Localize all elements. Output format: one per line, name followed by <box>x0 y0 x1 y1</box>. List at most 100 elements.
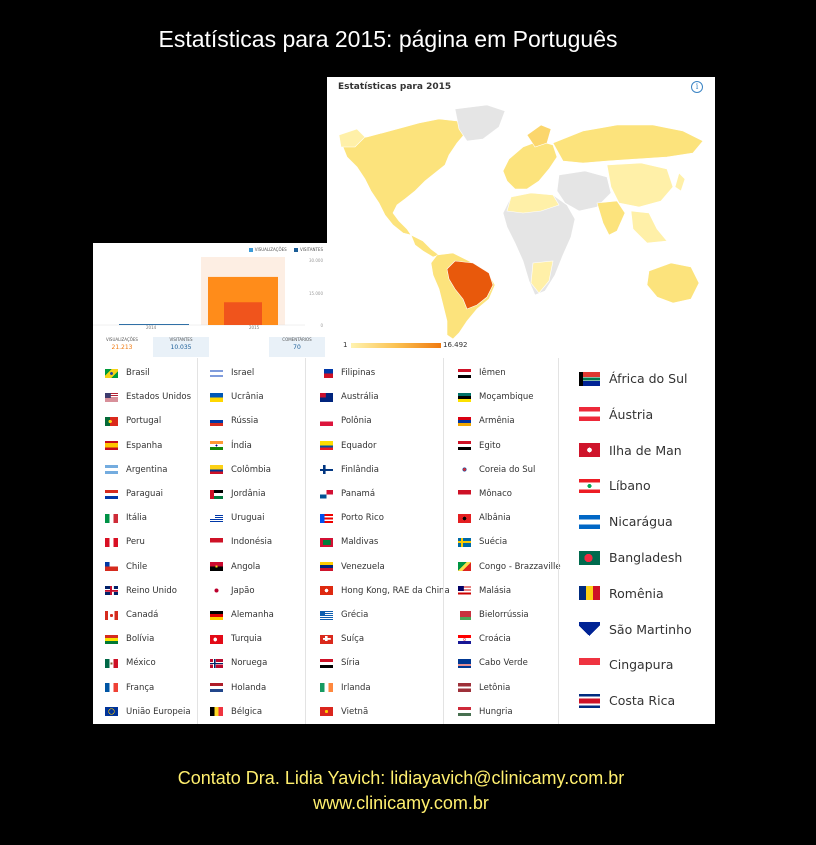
country-item-angola[interactable]: Angola <box>210 562 260 572</box>
country-name: Israel <box>231 368 255 378</box>
bar-visitantes-2014[interactable] <box>119 324 189 325</box>
stat-visitors-value: 10.035 <box>170 344 192 351</box>
bar-visitantes-2015[interactable] <box>224 302 262 325</box>
country-item-canada[interactable]: Canadá <box>105 610 158 620</box>
country-item-malaysia[interactable]: Malásia <box>458 586 511 596</box>
country-name: Vietnã <box>341 706 369 717</box>
country-item-mozambique[interactable]: Moçambique <box>458 392 533 402</box>
country-item-france[interactable]: França <box>105 683 154 693</box>
country-item-switzerland[interactable]: Suíça <box>320 634 364 644</box>
country-item-brazil[interactable]: Brasil <box>105 368 150 378</box>
country-item-usa[interactable]: Estados Unidos <box>105 392 191 402</box>
country-item-congo[interactable]: Congo - Brazzaville <box>458 562 561 572</box>
footer-website[interactable]: www.clinicamy.com.br <box>313 793 489 813</box>
country-item-saintmartin[interactable]: São Martinho <box>579 622 692 637</box>
country-item-capeverde[interactable]: Cabo Verde <box>458 658 528 668</box>
country-item-eu[interactable]: União Europeia <box>105 707 191 717</box>
country-item-bolivia[interactable]: Bolívia <box>105 634 154 644</box>
country-item-israel[interactable]: Israel <box>210 368 254 378</box>
country-item-nicaragua[interactable]: Nicarágua <box>579 514 673 529</box>
country-item-hungary[interactable]: Hungria <box>458 707 513 717</box>
country-item-sweden[interactable]: Suécia <box>458 537 507 547</box>
lebanon-flag-icon <box>579 478 600 493</box>
country-item-turkey[interactable]: Turquia <box>210 634 262 644</box>
country-item-ecuador[interactable]: Equador <box>320 441 376 451</box>
country-item-russia[interactable]: Rússia <box>210 416 258 426</box>
country-item-japan[interactable]: Japão <box>210 586 255 596</box>
country-item-costarica[interactable]: Costa Rica <box>579 693 675 708</box>
country-name: Grécia <box>341 610 369 620</box>
country-item-albania[interactable]: Albânia <box>458 513 511 523</box>
country-item-austria[interactable]: Áustria <box>579 407 653 422</box>
country-item-spain[interactable]: Espanha <box>105 441 162 451</box>
panama-flag-icon <box>320 489 333 499</box>
stat-views-label: VISUALIZAÇÕES <box>106 337 138 342</box>
stat-views[interactable]: VISUALIZAÇÕES 21.213 <box>97 337 147 357</box>
country-item-venezuela[interactable]: Venezuela <box>320 562 385 572</box>
country-item-lebanon[interactable]: Líbano <box>579 478 651 493</box>
country-item-belarus[interactable]: Bielorrússia <box>458 610 529 620</box>
country-name: Bolívia <box>126 634 155 645</box>
country-item-norway[interactable]: Noruega <box>210 658 267 668</box>
country-item-greece[interactable]: Grécia <box>320 610 368 620</box>
country-item-india[interactable]: Índia <box>210 441 252 451</box>
country-item-syria[interactable]: Síria <box>320 658 360 668</box>
country-item-latvia[interactable]: Letônia <box>458 683 510 693</box>
country-item-romania[interactable]: Romênia <box>579 586 664 601</box>
country-item-egypt[interactable]: Egito <box>458 441 501 451</box>
country-item-southafrica[interactable]: África do Sul <box>579 371 688 386</box>
country-item-vietnam[interactable]: Vietnã <box>320 707 368 717</box>
info-icon[interactable]: i <box>691 81 703 93</box>
visitors-swatch[interactable] <box>293 248 298 252</box>
country-item-paraguay[interactable]: Paraguai <box>105 489 163 499</box>
country-item-singapore[interactable]: Cingapura <box>579 657 673 672</box>
country-item-armenia[interactable]: Armênia <box>458 416 515 426</box>
views-swatch[interactable] <box>248 248 253 252</box>
country-item-germany[interactable]: Alemanha <box>210 610 274 620</box>
legend-visitors[interactable]: VISITANTES <box>299 247 323 252</box>
country-item-portugal[interactable]: Portugal <box>105 416 161 426</box>
world-map[interactable] <box>327 95 715 340</box>
country-name: Estados Unidos <box>126 392 192 403</box>
map-scandinavia <box>526 124 552 148</box>
country-item-belgium[interactable]: Bélgica <box>210 707 262 717</box>
stat-comments[interactable]: COMENTÁRIOS 70 <box>269 337 325 357</box>
country-item-bangladesh[interactable]: Bangladesh <box>579 550 682 565</box>
country-name: Maldivas <box>341 537 379 548</box>
country-item-australia[interactable]: Austrália <box>320 392 379 402</box>
country-item-korea[interactable]: Coreia do Sul <box>458 465 535 475</box>
country-item-puertorico[interactable]: Porto Rico <box>320 513 384 523</box>
russia-flag-icon <box>210 416 223 426</box>
country-item-monaco[interactable]: Mônaco <box>458 489 512 499</box>
country-item-colombia[interactable]: Colômbia <box>210 465 271 475</box>
country-item-finland[interactable]: Finlândia <box>320 465 379 475</box>
country-item-argentina[interactable]: Argentina <box>105 465 167 475</box>
legend-views[interactable]: VISUALIZAÇÕES <box>254 247 287 252</box>
country-item-philippines[interactable]: Filipinas <box>320 368 375 378</box>
albania-flag-icon <box>458 513 471 523</box>
country-name: França <box>126 682 155 693</box>
country-name: África do Sul <box>609 371 688 386</box>
country-item-poland[interactable]: Polônia <box>320 416 372 426</box>
y-tick-top: 30.000 <box>309 258 323 263</box>
country-item-maldives[interactable]: Maldivas <box>320 537 378 547</box>
country-item-netherlands[interactable]: Holanda <box>210 683 266 693</box>
country-item-croatia[interactable]: Croácia <box>458 634 511 644</box>
country-item-yemen[interactable]: Iêmen <box>458 368 506 378</box>
stat-visitors[interactable]: VISITANTES 10.035 <box>153 337 209 357</box>
country-item-mexico[interactable]: México <box>105 658 156 668</box>
country-item-ukraine[interactable]: Ucrânia <box>210 392 264 402</box>
country-item-chile[interactable]: Chile <box>105 562 147 572</box>
country-item-indonesia[interactable]: Indonésia <box>210 537 272 547</box>
country-item-ireland[interactable]: Irlanda <box>320 683 371 693</box>
country-item-uk[interactable]: Reino Unido <box>105 586 177 596</box>
country-item-italy[interactable]: Itália <box>105 513 147 523</box>
country-item-hongkong[interactable]: Hong Kong, RAE da China <box>320 586 450 596</box>
country-item-panama[interactable]: Panamá <box>320 489 375 499</box>
map-central-america <box>410 234 440 258</box>
country-item-jordan[interactable]: Jordânia <box>210 489 266 499</box>
country-item-peru[interactable]: Peru <box>105 537 145 547</box>
country-name: Jordânia <box>231 489 266 499</box>
country-item-isleofman[interactable]: Ilha de Man <box>579 443 682 458</box>
country-item-uruguay[interactable]: Uruguai <box>210 513 264 523</box>
